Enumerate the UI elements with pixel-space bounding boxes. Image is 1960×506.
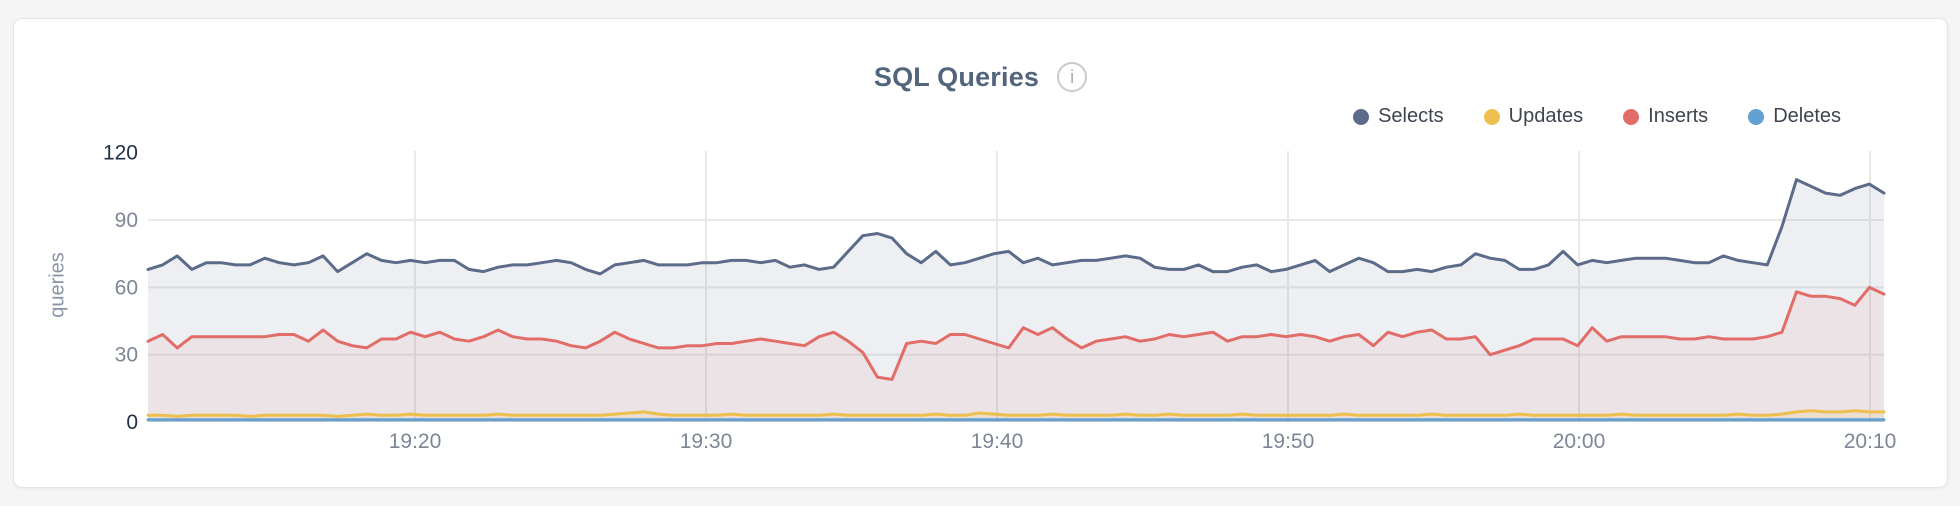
sql-queries-chart-card: SQL Queries i Selects Updates Inserts De… [13, 18, 1948, 488]
y-tick-label: 0 [126, 411, 138, 434]
inserts-legend-dot-icon [1623, 108, 1640, 125]
updates-legend-dot-icon [1483, 108, 1500, 125]
chart-legend: Selects Updates Inserts Deletes [1353, 105, 1841, 128]
x-tick-label: 19:20 [389, 430, 442, 453]
y-tick-label: 120 [103, 142, 138, 165]
x-tick-label: 20:00 [1553, 430, 1606, 453]
legend-item-updates[interactable]: Updates [1483, 105, 1584, 128]
selects-area [148, 179, 1884, 422]
x-tick-label: 19:50 [1262, 430, 1315, 453]
y-tick-label: 60 [115, 276, 138, 299]
updates-line [146, 409, 1886, 418]
legend-item-deletes[interactable]: Deletes [1748, 105, 1841, 128]
chart-header: SQL Queries i [14, 59, 1947, 95]
inserts-area [148, 287, 1884, 422]
legend-label-updates: Updates [1508, 105, 1584, 127]
legend-item-selects[interactable]: Selects [1353, 105, 1444, 128]
y-tick-label: 30 [115, 344, 138, 367]
selects-line [146, 178, 1886, 276]
info-icon[interactable]: i [1057, 62, 1088, 92]
legend-label-selects: Selects [1378, 105, 1444, 127]
selects-legend-dot-icon [1353, 108, 1370, 125]
chart-plot-area[interactable]: 0 30 60 90 120 19:20 19:30 19:40 19:50 20:00 20:10 [14, 19, 1947, 487]
deletes-legend-dot-icon [1748, 108, 1765, 125]
legend-item-inserts[interactable]: Inserts [1623, 105, 1708, 128]
legend-label-inserts: Inserts [1648, 105, 1709, 127]
inserts-line [146, 285, 1886, 381]
chart-title: SQL Queries [873, 61, 1040, 92]
legend-label-deletes: Deletes [1773, 105, 1841, 127]
x-tick-label: 19:30 [680, 430, 733, 453]
y-tick-label: 90 [115, 209, 138, 232]
x-tick-label: 20:10 [1844, 430, 1897, 453]
x-tick-label: 19:40 [971, 430, 1024, 453]
